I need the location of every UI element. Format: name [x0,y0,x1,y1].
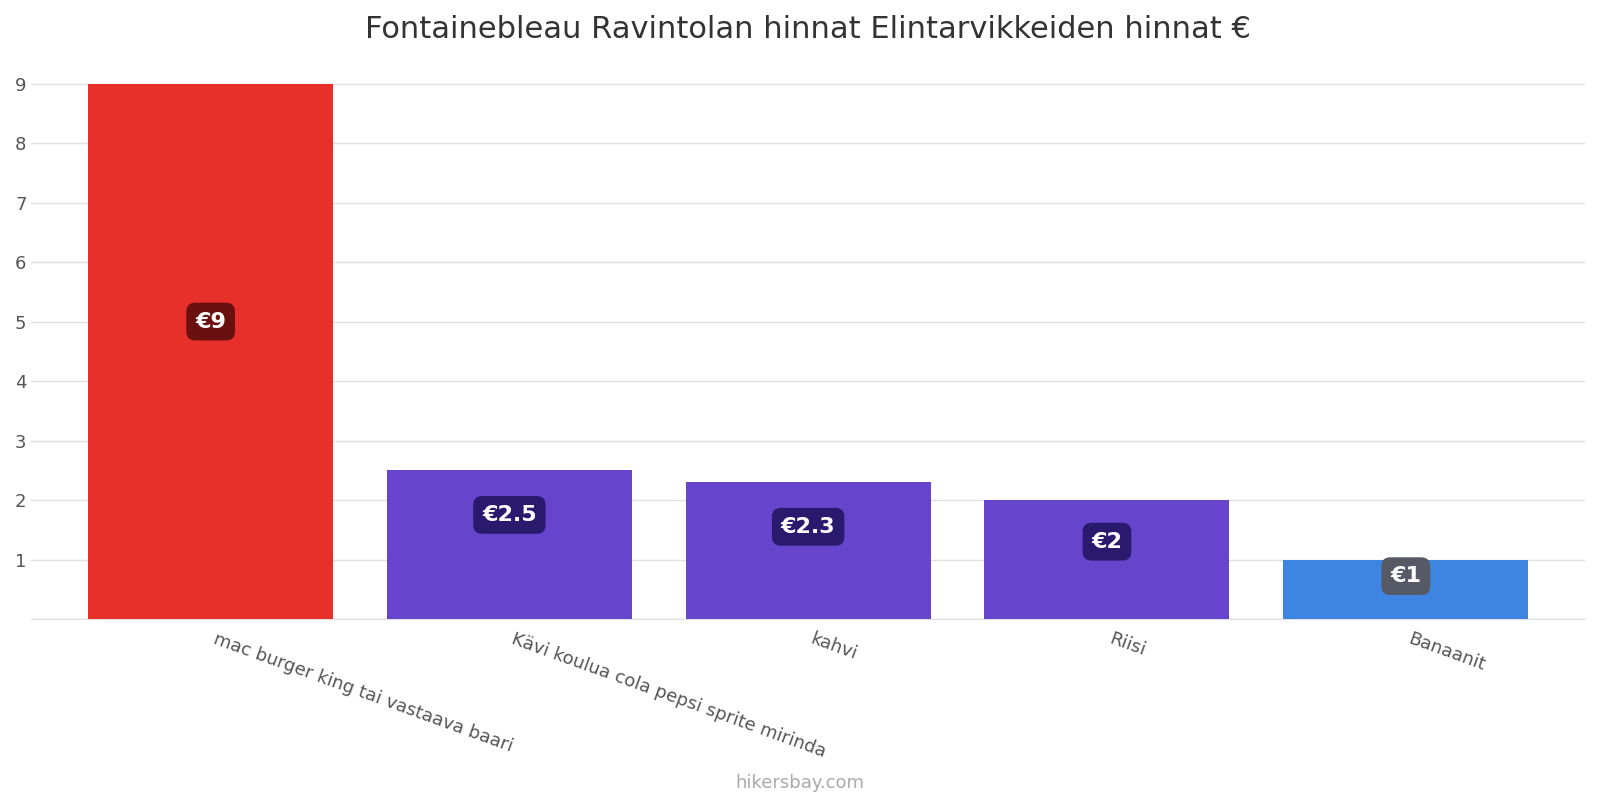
Text: €1: €1 [1390,566,1421,586]
Text: hikersbay.com: hikersbay.com [736,774,864,792]
Bar [387,470,632,619]
Bar [686,482,931,619]
Bar [88,84,333,619]
Text: €9: €9 [195,311,226,331]
Text: €2: €2 [1091,532,1122,552]
Bar [984,500,1229,619]
Bar [1283,559,1528,619]
Text: €2.5: €2.5 [482,505,536,525]
Text: €2.3: €2.3 [781,517,835,537]
Title: Fontainebleau Ravintolan hinnat Elintarvikkeiden hinnat €: Fontainebleau Ravintolan hinnat Elintarv… [365,15,1251,44]
